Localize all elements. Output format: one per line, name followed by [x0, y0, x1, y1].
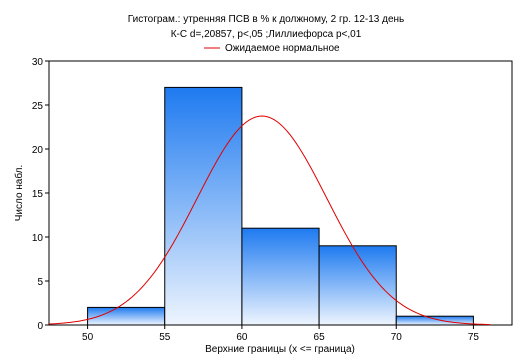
x-tick-label: 60 [236, 332, 248, 343]
y-axis-label: Число набл. [13, 165, 25, 222]
histogram-bar-5 [395, 315, 474, 326]
y-tick-label: 20 [32, 145, 44, 156]
x-tick-label: 70 [391, 332, 403, 343]
x-tick-label: 55 [159, 332, 171, 343]
y-tick-label: 5 [37, 277, 43, 288]
y-tick-label: 0 [37, 321, 43, 332]
normal-curve [48, 115, 491, 326]
y-tick-label: 15 [32, 189, 44, 200]
y-axis: 0 5 10 15 20 25 30 [32, 57, 49, 332]
x-tick-label: 65 [314, 332, 326, 343]
histogram-bars [87, 86, 474, 326]
y-tick-label: 10 [32, 233, 44, 244]
x-tick-label: 75 [468, 332, 480, 343]
histogram-bar-3 [241, 227, 320, 326]
y-tick-label: 25 [32, 101, 44, 112]
histogram-bar-4 [318, 245, 397, 326]
chart-subtitle: К-С d=,20857, p<,05 ;Лиллиефорса p<,01 [171, 28, 362, 40]
y-tick-label: 30 [32, 57, 44, 68]
legend: Ожидаемое нормальное [204, 43, 340, 54]
x-axis: 50 55 60 65 70 75 [82, 325, 479, 343]
x-tick-label: 50 [82, 332, 94, 343]
legend-label: Ожидаемое нормальное [225, 43, 340, 54]
x-axis-label: Верхние границы (x <= граница) [205, 344, 355, 355]
chart-title: Гистограм.: утренняя ПСВ в % к должному,… [128, 14, 405, 25]
histogram-bar-2 [164, 86, 243, 326]
